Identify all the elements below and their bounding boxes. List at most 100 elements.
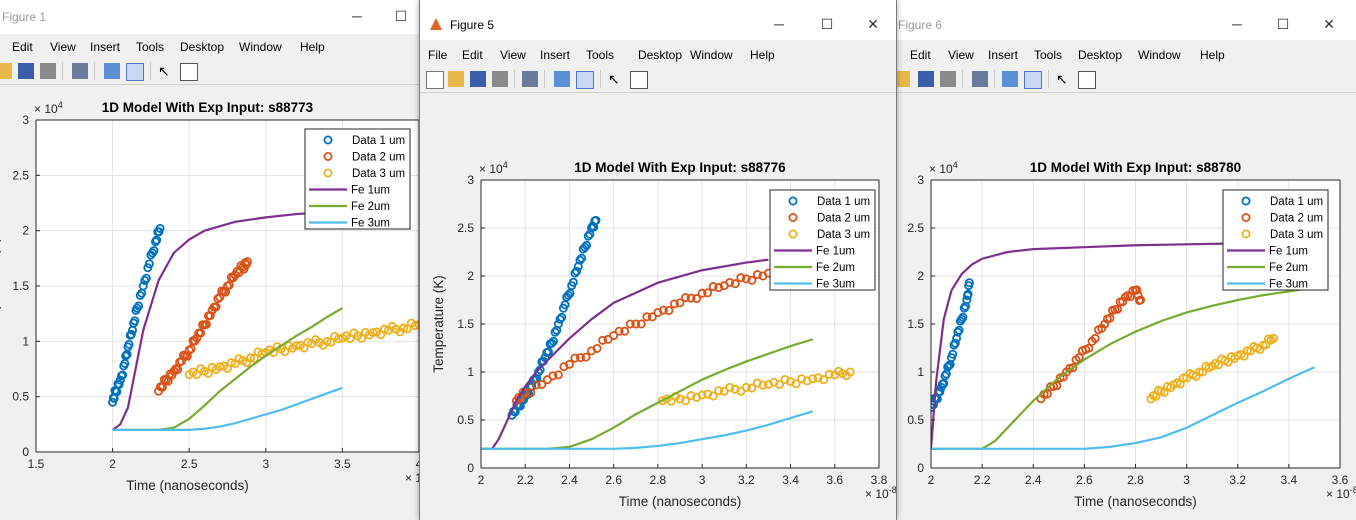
- data-point: [824, 369, 834, 379]
- legend-icon[interactable]: [576, 71, 594, 89]
- save-icon[interactable]: [18, 63, 34, 79]
- menu-item-edit[interactable]: Edit: [910, 48, 931, 62]
- legend-marker: [323, 168, 333, 178]
- y-tick-label: 0.5: [907, 413, 924, 427]
- property-inspector-icon[interactable]: [630, 71, 648, 89]
- menu-item-insert[interactable]: Insert: [90, 40, 121, 54]
- data-point: [155, 223, 165, 233]
- pointer-icon[interactable]: ↖: [158, 63, 170, 79]
- close-icon[interactable]: ✕: [867, 16, 879, 32]
- menu-item-window[interactable]: Window: [1138, 48, 1181, 62]
- menu-item-tools[interactable]: Tools: [1034, 48, 1063, 62]
- x-axis-label: Time (nanoseconds): [1074, 494, 1197, 509]
- minimize-icon[interactable]: ─: [1232, 16, 1242, 32]
- open-file-icon[interactable]: [0, 63, 12, 79]
- menu-item-view[interactable]: View: [500, 48, 526, 62]
- figure-5-window[interactable]: Figure 5 ─ ☐ ✕ File Edit View Insert Tools De…: [419, 0, 897, 520]
- x-tick-label: 3.8: [871, 473, 888, 487]
- title-bar[interactable]: Figure 1 ─ ☐: [0, 0, 420, 34]
- save-icon[interactable]: [918, 71, 934, 87]
- data-point: [1242, 346, 1252, 356]
- property-inspector-icon[interactable]: [180, 63, 198, 81]
- x-tick-label: 3.4: [782, 473, 799, 487]
- menu-item-tools[interactable]: Tools: [136, 40, 165, 54]
- menu-item-view[interactable]: View: [50, 40, 76, 54]
- figure-1-window[interactable]: Figure 1 ─ ☐ FileEditViewInsertToolsDesk…: [0, 0, 420, 520]
- data-point: [575, 255, 585, 265]
- menu-item-desktop[interactable]: Desktop: [638, 48, 683, 62]
- figure-6-window[interactable]: Figure 6 ─ ☐ ✕ FileEditViewInsertToolsDe…: [896, 0, 1356, 520]
- legend-label: Data 2 um: [1270, 213, 1323, 225]
- minimize-icon[interactable]: ─: [352, 8, 362, 24]
- menu-item-desktop[interactable]: Desktop: [1078, 48, 1123, 62]
- data-point: [196, 328, 206, 338]
- menu-item-view[interactable]: View: [948, 48, 974, 62]
- maximize-icon[interactable]: ☐: [1276, 16, 1290, 32]
- menu-item-insert[interactable]: Insert: [540, 48, 571, 62]
- menu-item-edit[interactable]: Edit: [12, 40, 33, 54]
- data-point: [708, 282, 718, 292]
- data-point: [245, 353, 255, 363]
- menu-item-insert[interactable]: Insert: [988, 48, 1019, 62]
- menu-item-edit[interactable]: Edit: [462, 48, 483, 62]
- colorbar-icon[interactable]: [1002, 71, 1018, 87]
- data-point: [570, 353, 580, 363]
- data-point: [845, 367, 855, 377]
- menu-item-desktop[interactable]: Desktop: [180, 40, 225, 54]
- data-point: [157, 382, 167, 392]
- title-bar[interactable]: Figure 6 ─ ☐ ✕: [896, 0, 1356, 40]
- data-point: [583, 231, 593, 241]
- link-plot-icon[interactable]: [972, 71, 988, 87]
- link-plot-icon[interactable]: [522, 71, 538, 87]
- data-point: [675, 394, 685, 404]
- save-icon[interactable]: [470, 71, 486, 87]
- close-icon[interactable]: ✕: [1323, 16, 1335, 32]
- menu-item-window[interactable]: Window: [239, 40, 282, 54]
- data-point: [1118, 297, 1128, 307]
- legend-marker: [323, 135, 333, 145]
- print-icon[interactable]: [40, 63, 56, 79]
- menu-item-window[interactable]: Window: [690, 48, 733, 62]
- property-inspector-icon[interactable]: [1078, 71, 1096, 89]
- legend-icon[interactable]: [126, 63, 144, 81]
- menu-item-help[interactable]: Help: [300, 40, 325, 54]
- data-point: [813, 373, 823, 383]
- print-icon[interactable]: [492, 71, 508, 87]
- data-point: [1084, 343, 1094, 353]
- maximize-icon[interactable]: ☐: [820, 16, 834, 32]
- open-file-icon[interactable]: [448, 71, 464, 87]
- colorbar-icon[interactable]: [554, 71, 570, 87]
- data-point: [948, 349, 958, 359]
- pointer-icon[interactable]: ↖: [608, 71, 620, 87]
- link-plot-icon[interactable]: [72, 63, 88, 79]
- menu-item-help[interactable]: Help: [750, 48, 775, 62]
- open-file-icon[interactable]: [896, 71, 910, 87]
- data-point: [226, 358, 236, 368]
- data-point: [201, 319, 211, 329]
- minimize-icon[interactable]: ─: [774, 16, 784, 32]
- chart-s88773: 1.5 2 2.5 3 3.5 4 0 0.5 1 1.5 2 2.5 3 × 104 × 10-8 1D M…: [0, 100, 420, 493]
- legend-label: Fe 3um: [351, 218, 390, 230]
- legend-icon[interactable]: [1024, 71, 1042, 89]
- pointer-icon[interactable]: ↖: [1056, 71, 1068, 87]
- data-point: [736, 273, 746, 283]
- data-point: [291, 341, 301, 351]
- data-point: [1113, 304, 1123, 314]
- series-line-fe-2um: [481, 338, 813, 450]
- toolbar: ↖: [420, 66, 896, 93]
- data-point: [791, 379, 801, 389]
- toolbar: ↖: [0, 58, 420, 85]
- title-bar[interactable]: Figure 5 ─ ☐ ✕: [420, 0, 896, 40]
- legend-label: Data 2 um: [352, 152, 405, 164]
- maximize-icon[interactable]: ☐: [394, 8, 408, 24]
- data-point: [1136, 295, 1146, 305]
- data-point: [115, 375, 125, 385]
- data-point: [249, 353, 259, 363]
- menu-item-help[interactable]: Help: [1200, 48, 1225, 62]
- menu-item-tools[interactable]: Tools: [586, 48, 615, 62]
- colorbar-icon[interactable]: [104, 63, 120, 79]
- new-figure-icon[interactable]: [426, 71, 444, 89]
- legend-label: Fe 2um: [351, 201, 390, 213]
- print-icon[interactable]: [940, 71, 956, 87]
- menu-item-file[interactable]: File: [428, 48, 448, 62]
